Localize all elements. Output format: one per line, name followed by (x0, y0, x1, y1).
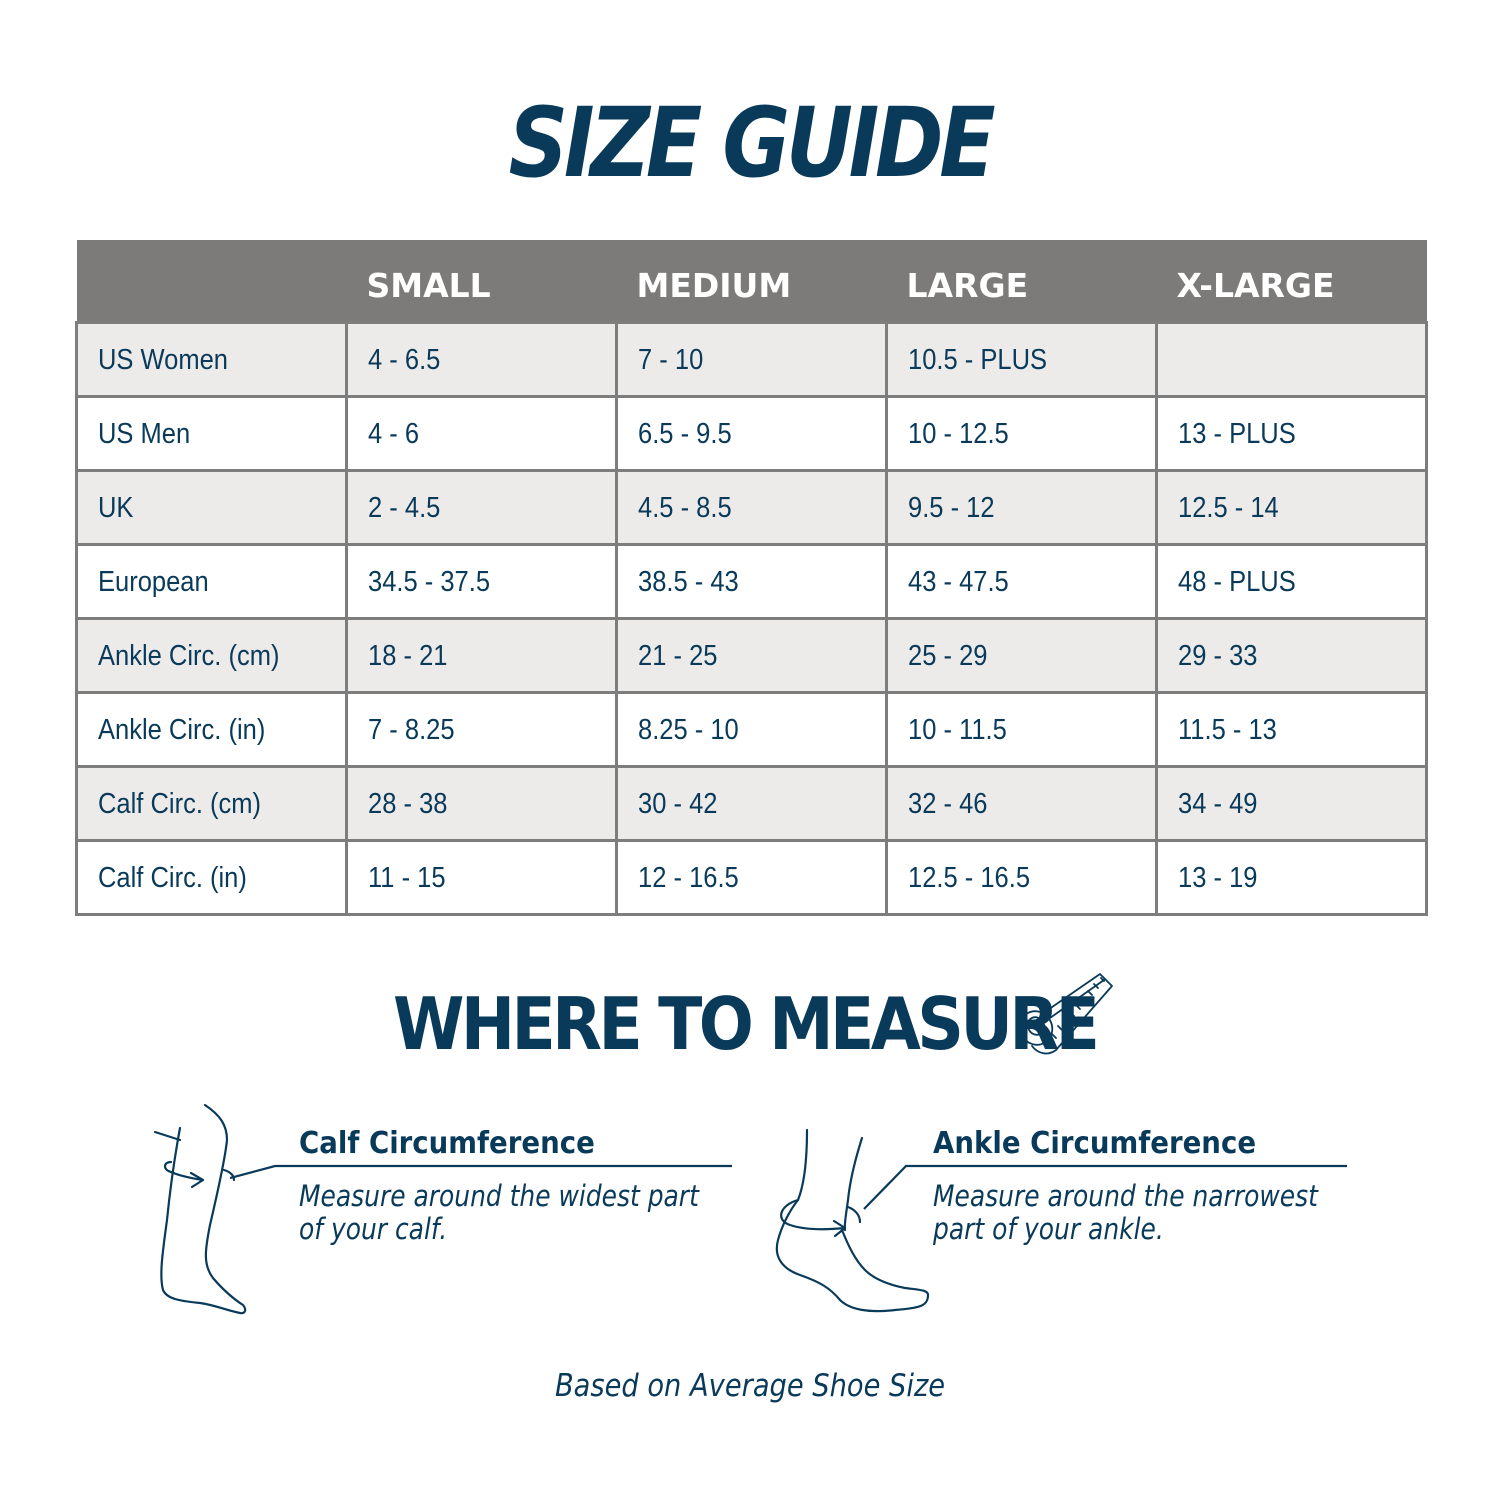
cell-small: 34.5 - 37.5 (345, 542, 618, 620)
cell-large: 12.5 - 16.5 (885, 838, 1158, 916)
cell-x-large: 34 - 49 (1155, 764, 1428, 842)
cell-small: 28 - 38 (345, 764, 618, 842)
cell-x-large (1155, 320, 1428, 398)
table-row: UK 2 - 4.5 4.5 - 8.5 9.5 - 12 12.5 - 14 (75, 468, 1428, 546)
table-row: Calf Circ. (cm) 28 - 38 30 - 42 32 - 46 … (75, 764, 1428, 842)
table-row: Ankle Circ. (cm) 18 - 21 21 - 25 25 - 29… (75, 616, 1428, 694)
cell-medium: 38.5 - 43 (615, 542, 888, 620)
cell-large: 9.5 - 12 (885, 468, 1158, 546)
cell-large: 25 - 29 (885, 616, 1158, 694)
row-label: US Women (75, 320, 348, 398)
cell-medium: 12 - 16.5 (615, 838, 888, 916)
cell-medium: 30 - 42 (615, 764, 888, 842)
cell-medium: 7 - 10 (615, 320, 888, 398)
cell-small: 2 - 4.5 (345, 468, 618, 546)
cell-x-large: 12.5 - 14 (1155, 468, 1428, 546)
cell-medium: 8.25 - 10 (615, 690, 888, 768)
column-header-x-large: X-LARGE (1156, 240, 1427, 322)
cell-small: 18 - 21 (345, 616, 618, 694)
row-label: Ankle Circ. (in) (75, 690, 348, 768)
ankle-description: Measure around the narrowest part of you… (933, 1179, 1318, 1246)
column-header-large: LARGE (886, 240, 1157, 322)
where-to-measure-title: WHERE TO MEASURE (393, 982, 1100, 1066)
table-row: Ankle Circ. (in) 7 - 8.25 8.25 - 10 10 -… (75, 690, 1428, 768)
column-header-medium: MEDIUM (616, 240, 887, 322)
row-label: UK (75, 468, 348, 546)
footnote: Based on Average Shoe Size (554, 1368, 946, 1404)
leg-calf-icon (153, 1103, 247, 1315)
row-label: European (75, 542, 348, 620)
cell-large: 10 - 12.5 (885, 394, 1158, 472)
table-row: US Women 4 - 6.5 7 - 10 10.5 - PLUS (75, 320, 1428, 398)
foot-ankle-icon (775, 1128, 930, 1313)
calf-description: Measure around the widest part of your c… (299, 1179, 699, 1246)
column-header-label (76, 240, 347, 322)
table-row: European 34.5 - 37.5 38.5 - 43 43 - 47.5… (75, 542, 1428, 620)
row-label: Calf Circ. (cm) (75, 764, 348, 842)
cell-medium: 6.5 - 9.5 (615, 394, 888, 472)
table-header-row: SMALL MEDIUM LARGE X-LARGE (76, 240, 1427, 322)
row-label: Ankle Circ. (cm) (75, 616, 348, 694)
measuring-tape-icon (1018, 973, 1113, 1055)
cell-x-large: 29 - 33 (1155, 616, 1428, 694)
cell-large: 10.5 - PLUS (885, 320, 1158, 398)
cell-small: 7 - 8.25 (345, 690, 618, 768)
cell-x-large: 11.5 - 13 (1155, 690, 1428, 768)
cell-large: 43 - 47.5 (885, 542, 1158, 620)
cell-x-large: 13 - 19 (1155, 838, 1428, 916)
cell-small: 4 - 6.5 (345, 320, 618, 398)
table-row: US Men 4 - 6 6.5 - 9.5 10 - 12.5 13 - PL… (75, 394, 1428, 472)
calf-heading: Calf Circumference (299, 1126, 595, 1161)
row-label: US Men (75, 394, 348, 472)
calf-callout-line (230, 1164, 732, 1180)
cell-small: 11 - 15 (345, 838, 618, 916)
size-table: SMALL MEDIUM LARGE X-LARGE US Women 4 - … (75, 240, 1428, 916)
cell-x-large: 48 - PLUS (1155, 542, 1428, 620)
column-header-small: SMALL (346, 240, 617, 322)
ankle-heading: Ankle Circumference (933, 1126, 1257, 1161)
cell-large: 10 - 11.5 (885, 690, 1158, 768)
cell-medium: 4.5 - 8.5 (615, 468, 888, 546)
cell-x-large: 13 - PLUS (1155, 394, 1428, 472)
ankle-callout-line (863, 1164, 1347, 1210)
cell-medium: 21 - 25 (615, 616, 888, 694)
cell-small: 4 - 6 (345, 394, 618, 472)
page-title: SIZE GUIDE (508, 87, 996, 199)
table-row: Calf Circ. (in) 11 - 15 12 - 16.5 12.5 -… (75, 838, 1428, 916)
cell-large: 32 - 46 (885, 764, 1158, 842)
row-label: Calf Circ. (in) (75, 838, 348, 916)
